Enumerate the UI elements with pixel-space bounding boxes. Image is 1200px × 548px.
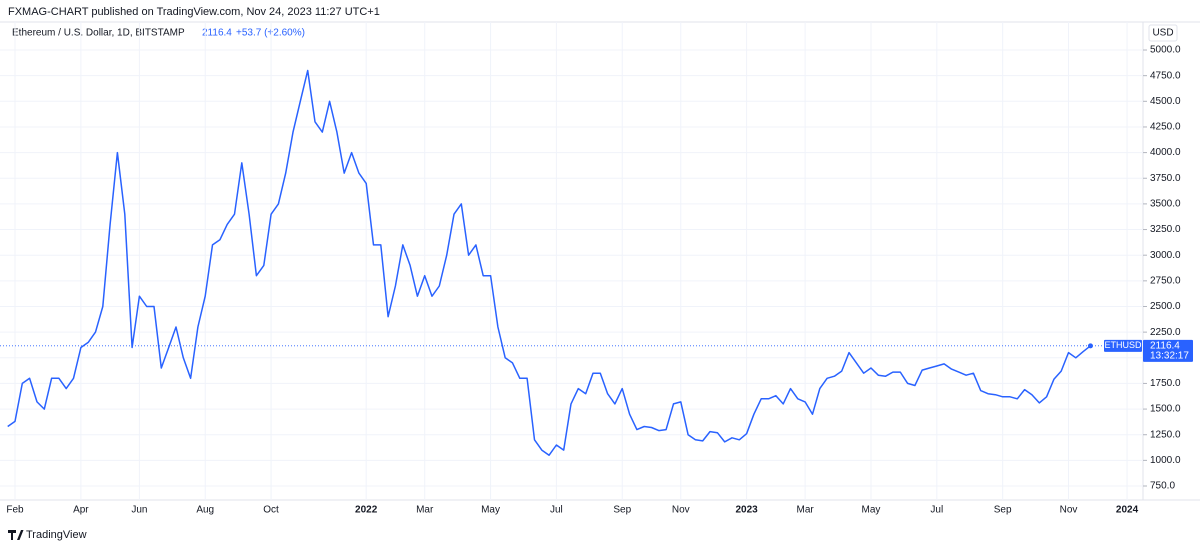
x-tick-label: Apr: [73, 505, 89, 516]
x-tick-label: Aug: [196, 505, 214, 516]
y-tick-label: 4000.0: [1150, 147, 1181, 158]
currency-box[interactable]: [1148, 24, 1178, 42]
currency-label[interactable]: USD: [1152, 28, 1173, 39]
y-tick-label: 3000.0: [1150, 250, 1181, 261]
legend-title: Ethereum / U.S. Dollar, 1D, BITSTAMP: [12, 28, 185, 39]
grid: [0, 22, 1143, 500]
last-point: [1087, 343, 1093, 349]
price-tag-countdown: 13:32:17: [1150, 350, 1189, 361]
x-tick-label: May: [862, 505, 881, 516]
y-tick-label: 3500.0: [1150, 199, 1181, 210]
y-tick-label: 1500.0: [1150, 404, 1181, 415]
y-tick-label: 1750.0: [1150, 378, 1181, 389]
y-tick-label: 4750.0: [1150, 70, 1181, 81]
x-tick-label: May: [481, 505, 500, 516]
y-tick-label: 1250.0: [1150, 429, 1181, 440]
y-tick-label: 3750.0: [1150, 173, 1181, 184]
legend-change: +53.7 (+2.60%): [236, 28, 305, 39]
y-tick-label: 2500.0: [1150, 301, 1181, 312]
x-tick-label: Sep: [994, 505, 1012, 516]
y-tick-label: 3250.0: [1150, 224, 1181, 235]
x-tick-label: Nov: [1060, 505, 1078, 516]
x-tick-label: Mar: [416, 505, 434, 516]
y-tick-label: 750.0: [1150, 481, 1175, 492]
y-tick-label: 2750.0: [1150, 275, 1181, 286]
x-tick-label: Feb: [6, 505, 24, 516]
symbol-tag-text: ETHUSD: [1104, 340, 1142, 350]
footer-logo[interactable]: TradingView: [8, 529, 87, 541]
x-tick-label: Sep: [613, 505, 631, 516]
x-tick-label: 2023: [735, 505, 758, 516]
symbol-tag: [1104, 339, 1142, 352]
publish-header: FXMAG-CHART published on TradingView.com…: [8, 6, 380, 18]
legend-last-value: 2116.4: [202, 28, 232, 39]
y-tick-label: 4500.0: [1150, 96, 1181, 107]
y-tick-label: 1000.0: [1150, 455, 1181, 466]
price-line: [7, 69, 1091, 456]
x-tick-label: Jul: [930, 505, 943, 516]
y-tick-label: 2250.0: [1150, 327, 1181, 338]
x-tick-label: Jul: [550, 505, 563, 516]
price-tag-value: 2116.4: [1150, 340, 1180, 351]
x-tick-label: Mar: [797, 505, 815, 516]
y-tick-label: 5000.0: [1150, 45, 1181, 56]
x-tick-label: 2024: [1116, 505, 1139, 516]
price-tag: [1143, 339, 1193, 362]
x-tick-label: Oct: [263, 505, 279, 516]
x-tick-label: 2022: [355, 505, 378, 516]
x-tick-label: Jun: [131, 505, 147, 516]
footer-text[interactable]: TradingView: [26, 529, 87, 541]
y-tick-label: 4250.0: [1150, 122, 1181, 133]
x-tick-label: Nov: [672, 505, 690, 516]
